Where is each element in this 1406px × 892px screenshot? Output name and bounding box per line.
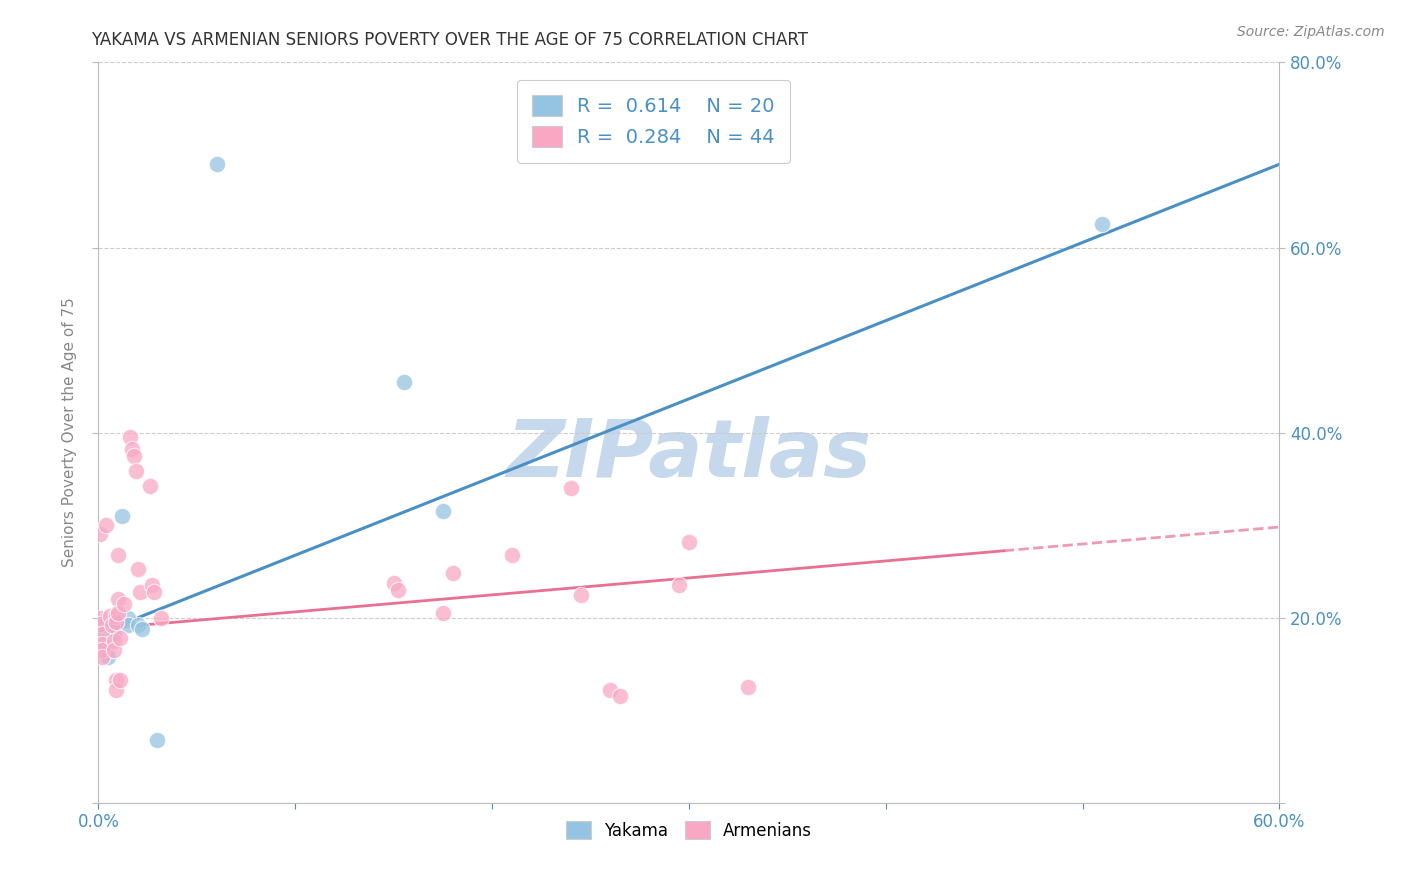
Point (146, 732, 169, 747)
Point (678, 534, 700, 549)
Point (108, 631, 131, 645)
Y-axis label: Seniors Poverty Over the Age of 75: Seniors Poverty Over the Age of 75 (62, 298, 77, 567)
Point (91, 637, 114, 651)
Point (141, 578, 163, 592)
Point (93, 639, 115, 653)
Point (125, 465, 148, 479)
Point (101, 618, 124, 632)
Point (96, 645, 118, 659)
Point (117, 618, 139, 632)
Point (111, 508, 134, 523)
Point (103, 633, 125, 648)
Point (737, 680, 759, 694)
Point (121, 442, 143, 457)
Point (91, 643, 114, 657)
Point (432, 504, 454, 518)
Point (105, 615, 128, 630)
Point (432, 606, 454, 620)
Point (560, 481, 582, 495)
Point (128, 584, 150, 599)
Point (96, 518, 118, 533)
Point (150, 610, 173, 624)
Point (91, 626, 114, 640)
Point (97, 649, 120, 664)
Point (387, 582, 409, 597)
Point (91, 617, 114, 632)
Point (609, 690, 631, 704)
Point (668, 578, 690, 592)
Point (392, 375, 415, 389)
Point (138, 479, 160, 493)
Point (382, 575, 405, 590)
Point (501, 548, 523, 562)
Point (599, 682, 621, 697)
Point (105, 682, 128, 697)
Point (441, 566, 464, 581)
Point (89, 617, 111, 632)
Point (105, 673, 128, 687)
Point (122, 449, 145, 463)
Point (105, 608, 128, 623)
Point (105, 615, 128, 630)
Point (89, 527, 111, 541)
Point (1091, 218, 1114, 232)
Text: ZIPatlas: ZIPatlas (506, 416, 872, 494)
Point (131, 622, 153, 636)
Point (118, 430, 141, 444)
Point (127, 618, 149, 632)
Point (91, 633, 114, 648)
Point (112, 597, 135, 611)
Point (569, 588, 592, 602)
Point (205, 157, 228, 171)
Point (108, 673, 131, 687)
Point (103, 627, 125, 641)
Text: YAKAMA VS ARMENIAN SENIORS POVERTY OVER THE AGE OF 75 CORRELATION CHART: YAKAMA VS ARMENIAN SENIORS POVERTY OVER … (91, 31, 808, 49)
Point (98, 608, 121, 623)
Text: Source: ZipAtlas.com: Source: ZipAtlas.com (1237, 25, 1385, 39)
Point (91, 649, 114, 664)
Point (107, 592, 129, 607)
Point (127, 562, 149, 576)
Point (107, 606, 129, 620)
Point (103, 643, 125, 657)
Point (91, 627, 114, 641)
Point (117, 610, 139, 624)
Legend: Yakama, Armenians: Yakama, Armenians (560, 814, 818, 847)
Point (107, 548, 129, 562)
Point (107, 613, 129, 627)
Point (89, 610, 111, 624)
Point (103, 620, 125, 634)
Point (142, 584, 165, 599)
